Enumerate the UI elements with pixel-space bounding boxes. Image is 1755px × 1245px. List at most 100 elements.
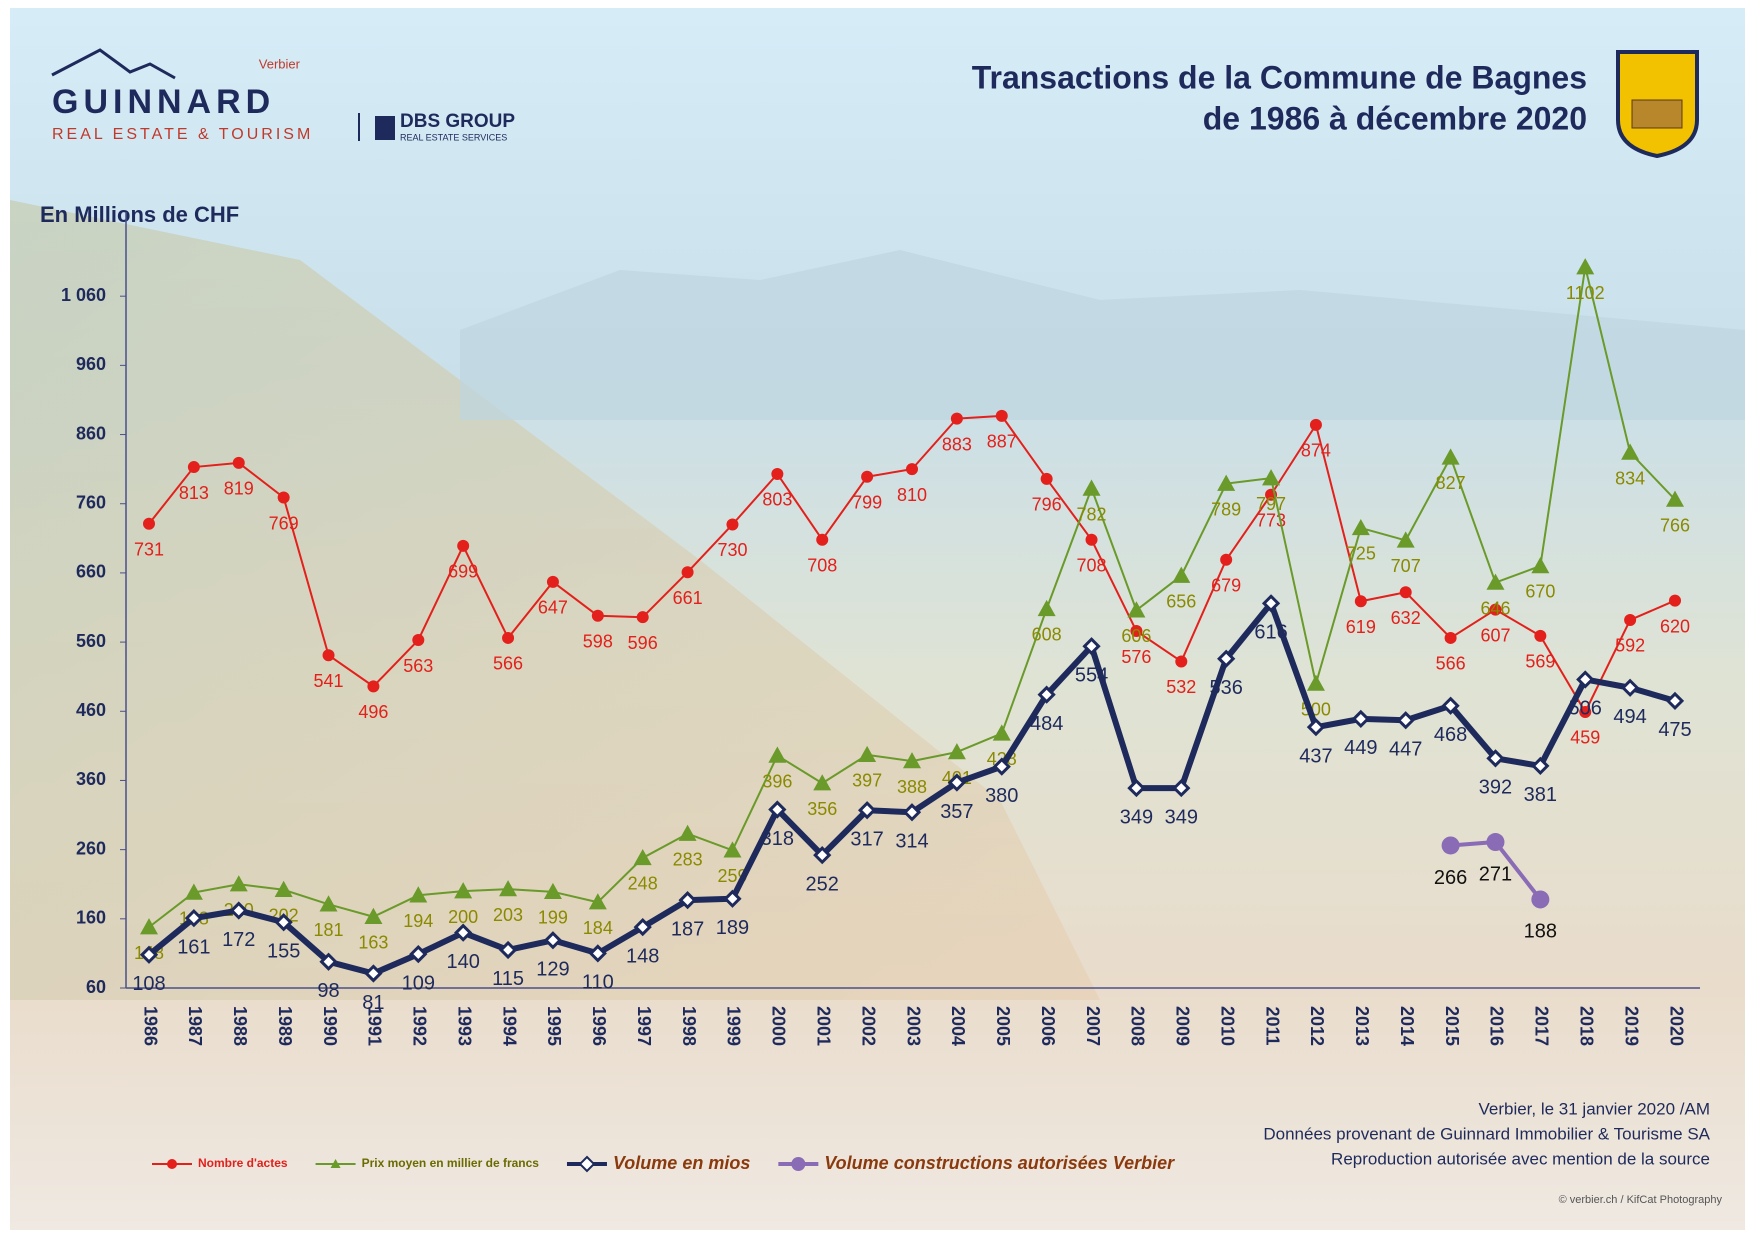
group-name: DBS GROUP	[400, 111, 515, 132]
data-label: 506	[1569, 698, 1602, 720]
data-label: 566	[493, 654, 523, 674]
marker	[543, 931, 563, 950]
marker	[771, 467, 784, 480]
data-label: 357	[940, 801, 973, 823]
data-label: 656	[1166, 591, 1196, 611]
marker	[1040, 472, 1053, 485]
marker	[184, 883, 203, 900]
marker	[1531, 890, 1550, 909]
data-label: 283	[673, 849, 703, 869]
data-label: 475	[1658, 719, 1691, 741]
data-label: 449	[1344, 737, 1377, 759]
marker	[184, 909, 204, 928]
marker	[633, 917, 652, 937]
data-label: 188	[1524, 921, 1557, 943]
legend: Nombre d'actes Prix moyen en millier de f…	[152, 1153, 1175, 1173]
data-label: 380	[985, 785, 1018, 807]
legend-item: Volume en mios	[566, 1153, 750, 1173]
background-mountains	[460, 250, 1745, 420]
marker	[1172, 566, 1191, 583]
data-label: 810	[897, 485, 927, 505]
data-label: 155	[267, 941, 300, 963]
marker	[591, 609, 604, 622]
marker	[322, 649, 335, 662]
marker	[367, 680, 380, 693]
x-tick-label: 1999	[724, 1006, 744, 1046]
data-label: 252	[806, 873, 839, 895]
data-label: 554	[1075, 665, 1108, 687]
marker	[319, 952, 338, 971]
marker	[409, 944, 428, 964]
data-label: 789	[1211, 499, 1241, 519]
group-icon	[375, 116, 395, 140]
marker	[813, 774, 832, 791]
data-label: 813	[179, 483, 209, 503]
marker	[636, 611, 649, 624]
data-label: 437	[1299, 745, 1332, 767]
data-label: 620	[1660, 616, 1690, 636]
data-label: 184	[583, 918, 613, 938]
y-tick-label: 760	[76, 492, 106, 512]
x-tick-label: 2000	[769, 1006, 789, 1046]
y-tick-label: 660	[76, 562, 106, 582]
x-tick-label: 2012	[1307, 1006, 1327, 1046]
data-label: 248	[628, 874, 658, 894]
marker	[140, 918, 158, 935]
marker	[1354, 595, 1367, 608]
data-label: 392	[1479, 777, 1512, 799]
marker	[588, 893, 607, 910]
marker	[723, 841, 742, 858]
data-label: 708	[1077, 555, 1107, 575]
data-label: 110	[582, 972, 614, 994]
marker	[1306, 674, 1325, 691]
marker	[1665, 691, 1685, 711]
y-tick-label: 1 060	[61, 285, 106, 305]
y-tick-label: 160	[76, 908, 106, 928]
x-tick-label: 2011	[1262, 1006, 1282, 1045]
data-label: 707	[1391, 556, 1421, 576]
data-label: 874	[1301, 441, 1331, 461]
data-label: 796	[1032, 495, 1062, 515]
marker	[187, 461, 200, 474]
data-label: 708	[807, 555, 837, 575]
data-label: 541	[314, 671, 344, 691]
data-label: 699	[448, 562, 478, 582]
x-tick-label: 2009	[1173, 1006, 1193, 1046]
x-tick-label: 1989	[275, 1006, 295, 1046]
data-label: 468	[1434, 724, 1467, 746]
data-label: 725	[1346, 544, 1376, 564]
logo-name: GUINNARD	[52, 83, 275, 121]
marker	[1620, 678, 1640, 697]
data-label: 632	[1391, 608, 1421, 628]
footer-line: Reproduction autorisée avec mention de l…	[1331, 1149, 1710, 1168]
x-tick-label: 2006	[1038, 1006, 1058, 1046]
marker	[726, 518, 739, 531]
marker	[1441, 836, 1460, 855]
data-label: 731	[134, 540, 164, 560]
marker	[1082, 479, 1101, 496]
x-tick-label: 2018	[1576, 1006, 1596, 1046]
plot: 60 160 260 360 460 560 660 760 860 960 1 060 1986 19…	[61, 212, 1700, 1046]
data-label: 769	[269, 513, 299, 533]
data-label: 563	[403, 656, 433, 676]
marker	[143, 517, 155, 530]
marker	[681, 566, 694, 579]
data-label: 189	[716, 917, 749, 939]
marker	[1486, 749, 1505, 768]
marker	[1531, 756, 1550, 776]
data-label: 98	[317, 980, 339, 1002]
data-label: 606	[1121, 626, 1151, 646]
footer-line: Données provenant de Guinnard Immobilier…	[1263, 1124, 1710, 1143]
data-label: 532	[1166, 677, 1196, 697]
data-label: 129	[536, 959, 569, 981]
data-label: 569	[1525, 652, 1555, 672]
x-tick-label: 1990	[320, 1006, 340, 1046]
data-label: 318	[761, 828, 794, 850]
marker	[1576, 670, 1595, 689]
marker	[232, 456, 245, 469]
x-tick-label: 2010	[1217, 1006, 1237, 1046]
data-label: 496	[358, 702, 388, 722]
legend-item: Volume constructions autorisées Verbier	[778, 1153, 1175, 1173]
data-label: 396	[762, 771, 792, 791]
marker	[813, 846, 832, 865]
